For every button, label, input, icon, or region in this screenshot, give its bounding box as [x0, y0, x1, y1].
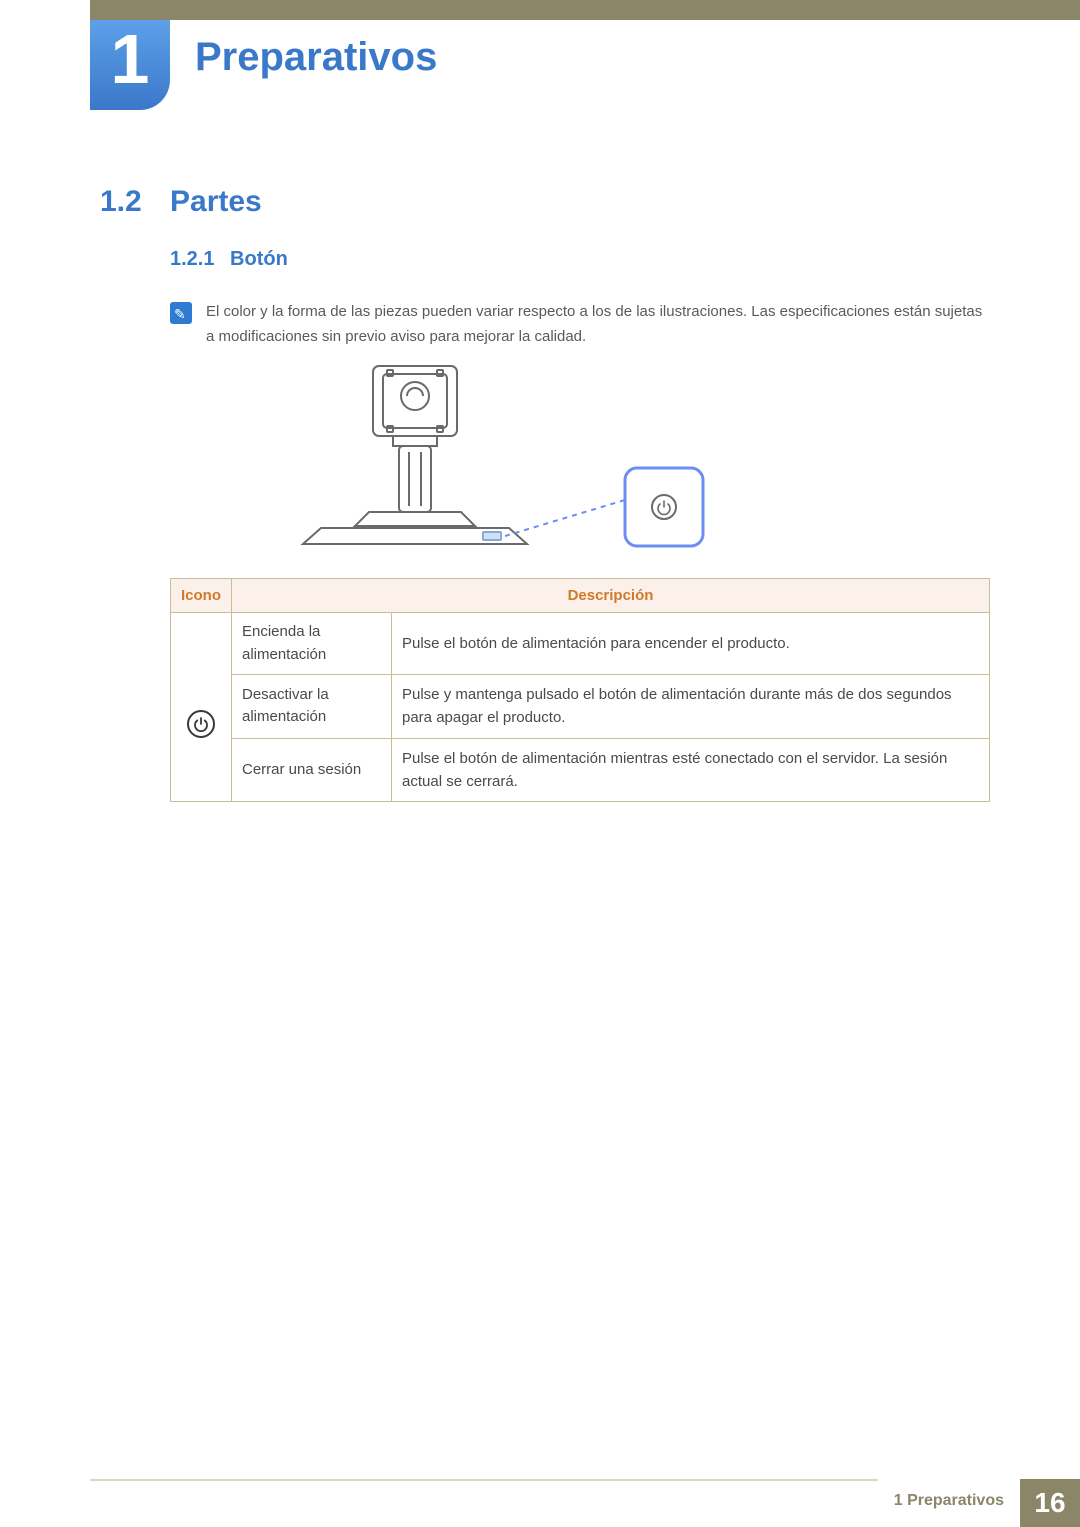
subsection-number: 1.2.1	[170, 248, 214, 270]
row-label: Desactivar la alimentación	[232, 675, 392, 739]
note-icon	[170, 302, 192, 324]
note-block: El color y la forma de las piezas pueden…	[170, 300, 990, 350]
row-label: Cerrar una sesión	[232, 738, 392, 802]
table-header-row: Icono Descripción	[171, 579, 990, 613]
header-bar	[90, 0, 1080, 20]
table-row: Desactivar la alimentación Pulse y mante…	[171, 675, 990, 739]
row-desc: Pulse y mantenga pulsado el botón de ali…	[392, 675, 990, 739]
subsection-title: Botón	[230, 248, 288, 270]
power-icon	[187, 710, 215, 738]
product-diagram	[265, 360, 825, 560]
chapter-title: Preparativos	[195, 35, 437, 80]
chapter-tab: 1	[90, 20, 170, 110]
footer-chapter-label: 1 Preparativos	[878, 1477, 1020, 1525]
section-title: Partes	[170, 185, 262, 219]
footer-rule	[90, 1479, 878, 1481]
col-desc: Descripción	[232, 579, 990, 613]
table-row: Cerrar una sesión Pulse el botón de alim…	[171, 738, 990, 802]
note-text: El color y la forma de las piezas pueden…	[206, 300, 990, 350]
chapter-number: 1	[111, 24, 150, 94]
subsection-heading: 1.2.1 Botón	[170, 248, 288, 271]
row-desc: Pulse el botón de alimentación para ence…	[392, 613, 990, 675]
row-desc: Pulse el botón de alimentación mientras …	[392, 738, 990, 802]
function-table: Icono Descripción Encienda la alimentaci…	[170, 578, 990, 802]
row-label: Encienda la alimentación	[232, 613, 392, 675]
section-heading: 1.2 Partes	[100, 185, 262, 219]
page-footer: 1 Preparativos 16	[90, 1479, 1080, 1527]
power-icon-cell	[171, 613, 232, 802]
footer-page-number: 16	[1020, 1479, 1080, 1527]
table-row: Encienda la alimentación Pulse el botón …	[171, 613, 990, 675]
section-number: 1.2	[100, 185, 170, 219]
col-icon: Icono	[171, 579, 232, 613]
